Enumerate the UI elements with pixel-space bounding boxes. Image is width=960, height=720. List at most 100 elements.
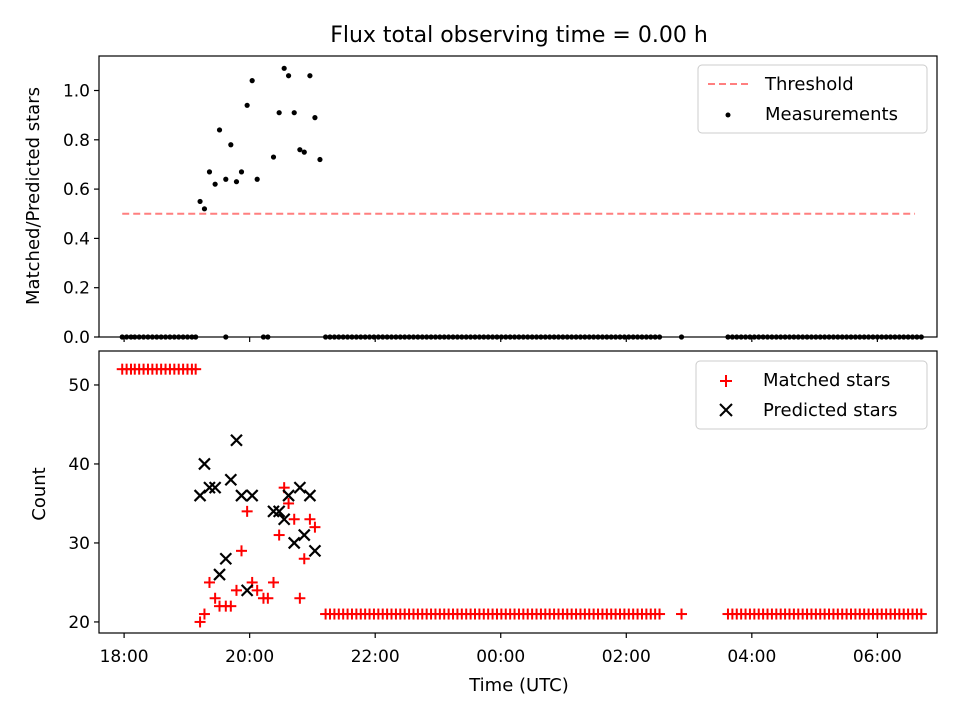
top-legend: Threshold Measurements: [697, 64, 928, 134]
predicted-star-point: [303, 489, 317, 502]
top-axis-ticks: 0.0 0.2 0.4 0.6 0.8 1.0: [63, 82, 878, 348]
matched-star-point: [251, 584, 263, 596]
predicted-star-point: [240, 584, 254, 597]
matched-star-point: [915, 608, 927, 620]
predicted-star-point: [224, 473, 238, 487]
y-tick-label: 0.2: [63, 279, 90, 299]
x-tick-label: 02:00: [602, 647, 651, 667]
x-tick-label: 22:00: [351, 647, 400, 667]
predicted-star-point: [198, 457, 211, 471]
top-panel: 0.0 0.2 0.4 0.6 0.8 1.0 Matched/Predicted sta…: [23, 55, 938, 348]
threshold-legend-label: Threshold: [764, 74, 854, 95]
predicted-star-point: [267, 505, 280, 518]
measurement-point: [201, 206, 208, 212]
measurement-point: [249, 78, 255, 84]
y-tick-label: 0.0: [63, 328, 90, 348]
matched-star-point: [283, 497, 295, 509]
measurement-point: [206, 169, 213, 175]
predicted-star-point: [287, 536, 301, 550]
bottom-axes-frame: [98, 350, 938, 634]
matched-star-point: [241, 505, 253, 517]
measurement-point: [307, 73, 313, 79]
y-tick-label: 50: [68, 376, 90, 396]
y-tick-label: 0.8: [63, 131, 90, 151]
x-tick-label: 06:00: [853, 647, 902, 667]
measurement-point: [297, 147, 303, 153]
top-axes-frame: [98, 55, 938, 338]
y-tick-label: 1.0: [63, 82, 90, 102]
matched-legend-swatch: [720, 375, 732, 387]
x-tick-label: 18:00: [100, 647, 149, 667]
predicted-star-point: [219, 552, 233, 566]
predicted-star-point: [308, 544, 322, 558]
measurement-point: [238, 169, 245, 175]
measurement-point: [281, 65, 287, 71]
predicted-star-point: [297, 528, 311, 542]
matched-star-point: [268, 576, 280, 588]
x-tick-label: 20:00: [225, 647, 274, 667]
y-tick-label: 30: [68, 534, 90, 554]
predicted-star-point: [203, 481, 216, 494]
measurement-point: [197, 198, 203, 205]
measurement-point: [312, 115, 318, 121]
matched-star-point: [294, 592, 306, 604]
x-axis-label: Time (UTC): [468, 675, 569, 696]
measurement-point: [233, 179, 240, 185]
measurement-point: [223, 176, 229, 182]
top-legend-box: [697, 64, 928, 134]
measurements-legend-swatch: [725, 112, 731, 118]
matched-star-point: [273, 529, 285, 541]
matched-legend-label: Matched stars: [763, 370, 890, 391]
x-tick-label: 00:00: [476, 647, 525, 667]
measurement-point: [244, 102, 250, 108]
figure-title: Flux total observing time = 0.00 h: [330, 23, 708, 48]
matched-star-point: [654, 608, 666, 620]
measurement-point: [254, 176, 260, 182]
predicted-star-point: [213, 568, 226, 581]
predicted-star-point: [245, 489, 259, 502]
matched-star-point: [198, 608, 210, 620]
matched-star-point: [209, 592, 221, 604]
bottom-panel: 18:00 20:00 22:00 00:00 02:00 04:00 06:00 20 30 4…: [29, 350, 938, 696]
y-tick-label: 0.4: [63, 229, 90, 249]
measurement-point: [301, 149, 307, 155]
y-tick-label: 0.6: [63, 180, 90, 200]
predicted-star-point: [277, 512, 291, 526]
x-tick-label: 04:00: [727, 647, 776, 667]
predicted-star-point: [235, 489, 248, 502]
measurement-point: [276, 110, 282, 116]
bottom-legend-box: [695, 360, 928, 430]
matched-star-point: [203, 576, 215, 588]
predicted-star-point: [272, 505, 286, 518]
predicted-star-point: [282, 489, 295, 502]
matched-star-point: [309, 521, 321, 533]
predicted-legend-label: Predicted stars: [763, 400, 897, 421]
matched-star-point: [230, 584, 242, 596]
predicted-star-point: [208, 481, 222, 494]
matched-star-point: [262, 592, 274, 604]
predicted-star-point: [230, 433, 243, 447]
measurement-point: [285, 73, 292, 79]
matched-star-point: [235, 545, 247, 557]
matched-star-point: [190, 363, 202, 375]
matched-star-point: [298, 553, 310, 565]
top-y-axis-label: Matched/Predicted stars: [23, 87, 44, 305]
measurement-point: [317, 156, 323, 163]
bottom-legend: Matched stars Predicted stars: [695, 360, 928, 430]
matched-star-point: [676, 608, 688, 620]
matched-star-point: [288, 513, 300, 525]
predicted-legend-swatch: [719, 403, 733, 417]
matched-star-point: [194, 616, 206, 628]
measurement-point: [291, 110, 297, 116]
bottom-y-axis-label: Count: [29, 467, 50, 520]
bottom-axis-ticks: 18:00 20:00 22:00 00:00 02:00 04:00 06:00 20 30 4…: [68, 376, 902, 667]
y-tick-label: 40: [68, 455, 90, 475]
measurements-legend-label: Measurements: [765, 104, 898, 125]
bottom-plot-marks: [116, 363, 927, 628]
matched-star-point: [304, 513, 316, 525]
measurement-point: [212, 181, 218, 187]
measurement-point: [228, 142, 234, 148]
predicted-star-point: [293, 481, 307, 494]
matched-star-point: [225, 600, 237, 612]
